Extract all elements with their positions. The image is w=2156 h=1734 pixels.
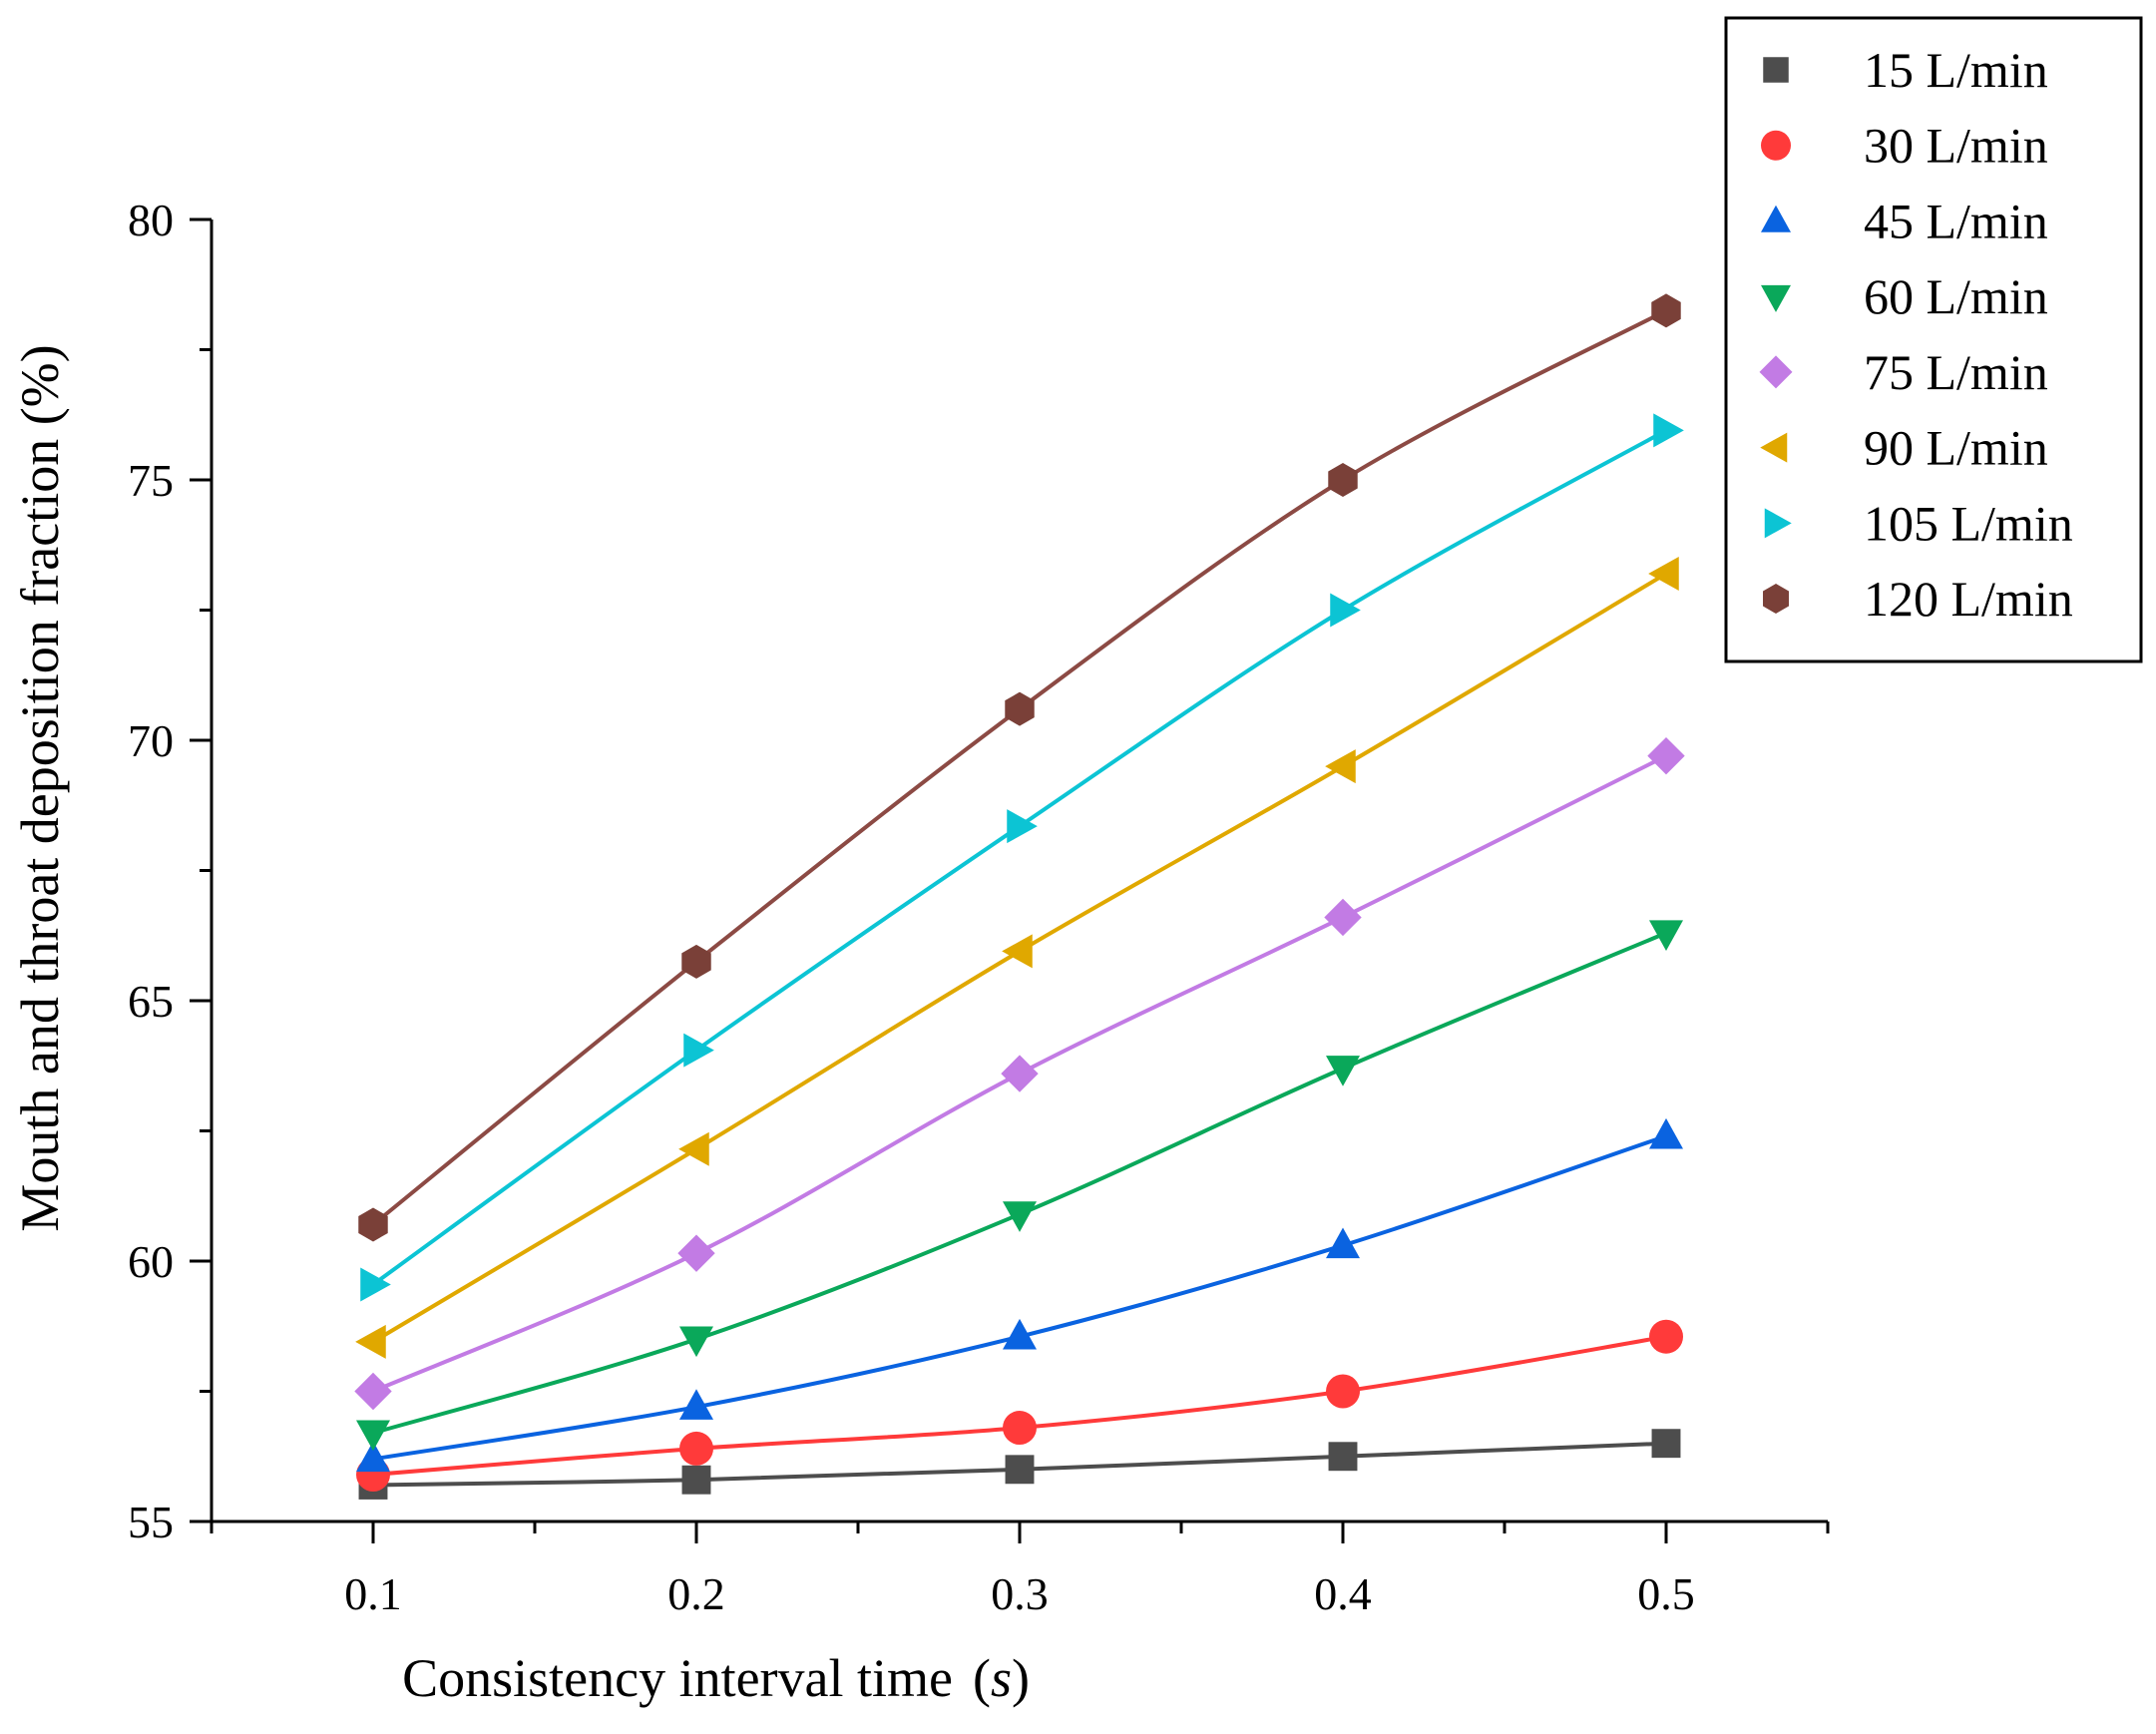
legend-label-90-l-min: 90 L/min (1864, 420, 2048, 476)
y-tick-label: 65 (128, 976, 174, 1027)
x-tick-label: 0.4 (1314, 1568, 1372, 1619)
data-point-45-l-min (679, 1389, 713, 1420)
legend-label-120-l-min: 120 L/min (1864, 571, 2073, 627)
data-point-120-l-min (1005, 691, 1035, 726)
legend-label-30-l-min: 30 L/min (1864, 118, 2048, 174)
data-point-15-l-min (1651, 1429, 1681, 1459)
x-axis-ticks: 0.1 0.2 0.3 0.4 0.5 (210, 1521, 1830, 1619)
x-axis-unit: (s) (973, 1648, 1030, 1708)
data-point-30-l-min (1649, 1319, 1683, 1354)
data-point-90-l-min (1325, 749, 1356, 784)
y-tick-label: 75 (128, 455, 174, 506)
legend-label-45-l-min: 45 L/min (1864, 193, 2048, 248)
series-line-45-l-min (372, 1133, 1667, 1462)
x-axis-title: Consistency interval time (402, 1648, 953, 1708)
data-point-75-l-min (1647, 736, 1685, 775)
y-tick-label: 60 (128, 1236, 174, 1287)
data-point-75-l-min (677, 1234, 715, 1272)
data-point-90-l-min (355, 1324, 386, 1359)
data-point-90-l-min (1648, 556, 1679, 591)
data-point-75-l-min (1324, 898, 1362, 937)
data-point-30-l-min (1326, 1374, 1360, 1409)
data-point-90-l-min (678, 1131, 709, 1166)
legend-label-105-l-min: 105 L/min (1864, 495, 2073, 551)
legend-label-60-l-min: 60 L/min (1864, 268, 2048, 324)
legend-marker-120-l-min (1763, 584, 1789, 615)
data-point-15-l-min (681, 1465, 711, 1495)
legend-marker-15-l-min (1763, 57, 1789, 83)
data-point-15-l-min (1005, 1455, 1035, 1485)
x-tick-label: 0.1 (344, 1568, 402, 1619)
data-point-120-l-min (681, 944, 711, 979)
legend-box (1724, 16, 2143, 663)
data-point-105-l-min (1653, 413, 1684, 448)
data-point-75-l-min (354, 1372, 392, 1411)
data-point-15-l-min (1328, 1442, 1358, 1472)
data-point-45-l-min (1003, 1318, 1037, 1350)
data-point-60-l-min (1003, 1201, 1037, 1232)
data-point-120-l-min (358, 1207, 388, 1242)
x-tick-label: 0.2 (667, 1568, 725, 1619)
data-point-60-l-min (1326, 1056, 1360, 1086)
legend-marker-90-l-min (1760, 432, 1788, 463)
data-point-60-l-min (679, 1326, 713, 1358)
y-tick-label: 80 (128, 195, 174, 245)
series-lines (371, 308, 1668, 1488)
data-point-45-l-min (1326, 1227, 1360, 1259)
legend-marker-75-l-min (1759, 355, 1793, 389)
data-point-60-l-min (356, 1420, 390, 1452)
y-tick-label: 55 (128, 1497, 174, 1547)
legend: 15 L/min 30 L/min 45 L/min 60 L/min 75 L/min… (1724, 16, 2143, 663)
data-point-105-l-min (1007, 809, 1038, 844)
x-axis-unit-symbol: s (991, 1648, 1012, 1708)
x-tick-label: 0.3 (991, 1568, 1049, 1619)
data-point-30-l-min (1003, 1411, 1037, 1446)
series-line-30-l-min (372, 1334, 1667, 1478)
legend-marker-60-l-min (1761, 284, 1791, 312)
data-point-105-l-min (1330, 593, 1361, 628)
data-point-105-l-min (360, 1267, 391, 1302)
data-point-75-l-min (1001, 1055, 1039, 1092)
data-point-60-l-min (1649, 920, 1683, 951)
x-tick-label: 0.5 (1637, 1568, 1695, 1619)
y-tick-label: 70 (128, 715, 174, 766)
legend-marker-30-l-min (1761, 130, 1791, 161)
data-point-45-l-min (1649, 1117, 1683, 1149)
data-point-105-l-min (683, 1033, 714, 1068)
legend-marker-45-l-min (1761, 205, 1791, 232)
series-line-105-l-min (371, 428, 1667, 1287)
data-point-30-l-min (679, 1431, 713, 1466)
legend-label-15-l-min: 15 L/min (1864, 42, 2048, 98)
data-point-90-l-min (1002, 934, 1033, 969)
data-point-120-l-min (1651, 293, 1681, 328)
y-axis-ticks: 55 60 65 70 75 80 (128, 195, 212, 1547)
legend-label-75-l-min: 75 L/min (1864, 344, 2048, 400)
y-axis-title: Mouth and throat deposition fraction (%) (10, 344, 70, 1231)
series-markers (354, 293, 1685, 1500)
series-line-60-l-min (372, 931, 1667, 1436)
data-point-120-l-min (1328, 463, 1358, 497)
data-point-45-l-min (356, 1441, 390, 1473)
legend-marker-105-l-min (1764, 508, 1792, 539)
